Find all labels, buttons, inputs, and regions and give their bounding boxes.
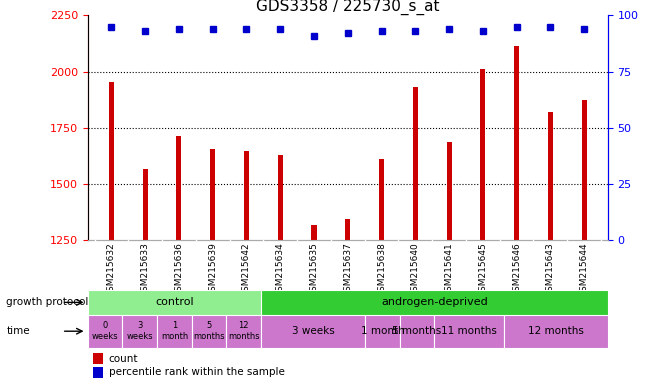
Bar: [434, 315, 504, 348]
Text: GSM215638: GSM215638: [377, 243, 386, 297]
Bar: [192, 315, 226, 348]
Text: percentile rank within the sample: percentile rank within the sample: [109, 367, 285, 377]
Bar: [447, 142, 452, 240]
Text: 5
months: 5 months: [193, 321, 225, 341]
Text: 11 months: 11 months: [441, 326, 497, 336]
Text: 12
months: 12 months: [228, 321, 259, 341]
Text: count: count: [109, 354, 138, 364]
Bar: [226, 315, 261, 348]
Bar: [261, 290, 608, 315]
Text: 0
weeks: 0 weeks: [92, 321, 118, 341]
Bar: [278, 155, 283, 240]
Text: 3
weeks: 3 weeks: [127, 321, 153, 341]
Text: GSM215632: GSM215632: [107, 243, 116, 297]
Text: 5 months: 5 months: [393, 326, 442, 336]
Title: GDS3358 / 225730_s_at: GDS3358 / 225730_s_at: [256, 0, 439, 15]
Bar: [582, 99, 587, 240]
Text: GSM215636: GSM215636: [174, 243, 183, 297]
Bar: [93, 367, 103, 378]
Bar: [88, 290, 261, 315]
Text: androgen-deprived: androgen-deprived: [381, 297, 488, 308]
Text: GSM215644: GSM215644: [580, 243, 589, 297]
Bar: [504, 315, 608, 348]
Text: 12 months: 12 months: [528, 326, 584, 336]
Text: GSM215645: GSM215645: [478, 243, 488, 297]
Bar: [157, 315, 192, 348]
Bar: [345, 218, 350, 240]
Text: GSM215642: GSM215642: [242, 243, 251, 297]
Bar: [88, 315, 122, 348]
Text: 1
month: 1 month: [161, 321, 188, 341]
Text: 1 month: 1 month: [361, 326, 404, 336]
Text: GSM215639: GSM215639: [208, 243, 217, 297]
Text: GSM215633: GSM215633: [140, 243, 150, 297]
Text: GSM215640: GSM215640: [411, 243, 420, 297]
Text: growth protocol: growth protocol: [6, 297, 89, 308]
Text: GSM215637: GSM215637: [343, 243, 352, 297]
Text: 3 weeks: 3 weeks: [292, 326, 335, 336]
Text: time: time: [6, 326, 30, 336]
Bar: [261, 315, 365, 348]
Bar: [93, 353, 103, 364]
Bar: [244, 151, 249, 240]
Text: GSM215646: GSM215646: [512, 243, 521, 297]
Bar: [122, 315, 157, 348]
Text: control: control: [155, 297, 194, 308]
Bar: [514, 46, 519, 240]
Bar: [413, 87, 418, 240]
Bar: [311, 225, 317, 240]
Bar: [210, 149, 215, 240]
Text: GSM215643: GSM215643: [546, 243, 555, 297]
Text: GSM215641: GSM215641: [445, 243, 454, 297]
Bar: [548, 112, 553, 240]
Text: GSM215634: GSM215634: [276, 243, 285, 297]
Text: GSM215635: GSM215635: [309, 243, 318, 297]
Bar: [379, 159, 384, 240]
Bar: [142, 169, 148, 240]
Bar: [400, 315, 434, 348]
Bar: [109, 82, 114, 240]
Bar: [176, 136, 181, 240]
Bar: [480, 69, 486, 240]
Bar: [365, 315, 400, 348]
